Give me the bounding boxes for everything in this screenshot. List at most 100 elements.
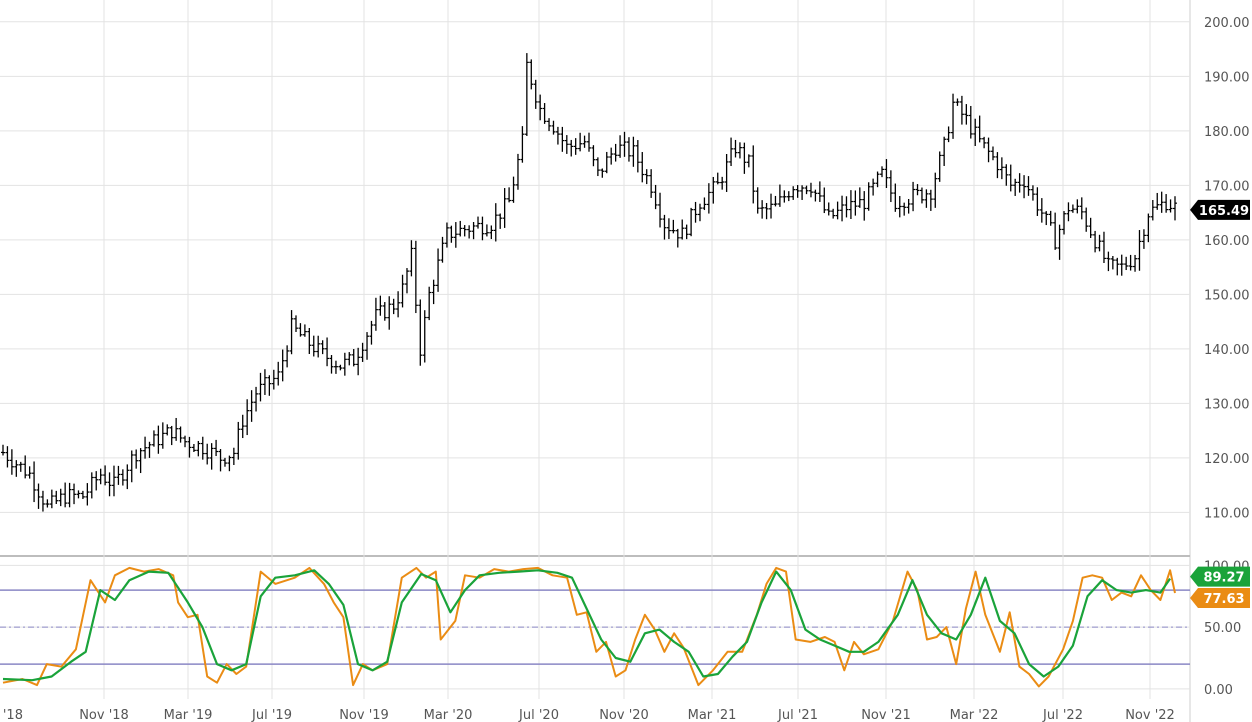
price-bar xyxy=(365,332,370,360)
price-bar xyxy=(280,349,285,382)
price-bar xyxy=(436,248,441,292)
price-bar xyxy=(1013,178,1018,196)
price-bar xyxy=(542,103,547,124)
price-bar xyxy=(684,224,689,240)
price-bar xyxy=(169,425,174,446)
price-bar xyxy=(165,424,170,436)
x-tick-label: Nov '21 xyxy=(861,708,911,722)
price-bar xyxy=(1,444,5,456)
price-bar xyxy=(467,225,472,239)
price-bar xyxy=(67,482,72,508)
price-bar xyxy=(942,136,947,166)
price-bar xyxy=(214,439,219,457)
price-bar xyxy=(231,447,236,466)
osc-k-badge: 77.63 xyxy=(1190,588,1250,609)
price-bar xyxy=(982,136,987,149)
price-bar xyxy=(835,201,840,220)
price-bar xyxy=(520,126,525,163)
price-bar xyxy=(289,310,294,355)
price-bar xyxy=(644,169,649,185)
price-bar xyxy=(427,286,432,321)
price-bar xyxy=(631,136,636,167)
price-bar xyxy=(480,216,485,241)
price-bar xyxy=(995,152,1000,179)
price-bar xyxy=(977,115,982,143)
price-bar xyxy=(89,472,94,499)
price-bar xyxy=(63,482,68,508)
price-bar xyxy=(658,192,663,228)
price-bar xyxy=(706,183,711,214)
price-bar xyxy=(484,224,489,237)
price-bar xyxy=(471,221,476,240)
grid-lines xyxy=(0,0,1191,722)
price-bar xyxy=(54,490,59,504)
price-bar xyxy=(720,176,725,190)
price-bar xyxy=(1146,213,1151,243)
price-bar xyxy=(240,414,245,439)
axis-labels: Jul '18 Nov '18 Mar '19 Jul '19 Nov '19 Mar '… xyxy=(0,16,1250,722)
x-tick-label: Nov '19 xyxy=(339,708,389,722)
price-bar xyxy=(999,157,1004,180)
price-bar xyxy=(866,182,871,211)
osc-tick-label: 0.00 xyxy=(1204,683,1233,698)
x-tick-label: Jul '19 xyxy=(251,708,292,722)
price-bar xyxy=(697,203,702,222)
price-bar xyxy=(351,349,356,367)
price-bar xyxy=(893,183,898,212)
price-bar xyxy=(94,471,99,491)
price-bar xyxy=(209,443,214,470)
price-bar xyxy=(1022,175,1027,199)
price-bar xyxy=(764,202,769,220)
price-bar xyxy=(9,449,14,475)
x-tick-label: Nov '20 xyxy=(599,708,649,722)
price-bar xyxy=(298,323,303,337)
price-bar xyxy=(755,187,760,214)
price-bar xyxy=(1075,199,1080,214)
price-bar xyxy=(1106,251,1111,272)
price-bar xyxy=(675,228,680,248)
price-bar xyxy=(40,490,45,512)
price-bar xyxy=(453,222,458,248)
price-bar xyxy=(107,472,112,497)
price-bar xyxy=(760,200,765,219)
price-bar xyxy=(973,118,978,147)
price-bar xyxy=(1039,198,1044,223)
price-bar xyxy=(1141,229,1146,249)
price-bar xyxy=(316,335,321,358)
x-tick-label: Mar '21 xyxy=(688,708,737,722)
price-bar xyxy=(58,488,63,507)
price-bar xyxy=(404,268,409,294)
last-price-badge-shape xyxy=(1190,199,1250,220)
last-price-badge-text: 165.49 xyxy=(1199,204,1249,219)
price-bar xyxy=(49,489,54,509)
price-bar xyxy=(853,190,858,216)
osc-d-badge: 89.27 xyxy=(1190,566,1250,587)
price-bar xyxy=(1066,202,1071,222)
price-bar xyxy=(449,225,454,243)
price-bar xyxy=(884,159,889,189)
price-bar xyxy=(178,426,183,443)
price-bar xyxy=(946,126,951,143)
price-bar xyxy=(143,436,148,459)
price-bar xyxy=(915,184,920,196)
price-bar xyxy=(640,152,645,183)
price-bar xyxy=(857,187,862,208)
price-bar xyxy=(1030,185,1035,201)
price-bar xyxy=(196,440,201,457)
price-bar xyxy=(1168,199,1173,213)
price-bar xyxy=(205,443,210,465)
price-bar xyxy=(227,455,232,472)
price-bar xyxy=(222,457,227,467)
price-bar xyxy=(782,190,787,203)
price-bar xyxy=(116,465,121,485)
price-bar xyxy=(320,340,325,355)
price-bar xyxy=(560,126,565,152)
price-bar xyxy=(444,222,449,248)
price-bar xyxy=(85,483,90,506)
price-bar xyxy=(693,201,698,223)
price-bar xyxy=(826,202,831,216)
price-bar xyxy=(804,185,809,195)
osc-k-badge-shape xyxy=(1190,588,1250,609)
price-bar xyxy=(80,490,85,500)
